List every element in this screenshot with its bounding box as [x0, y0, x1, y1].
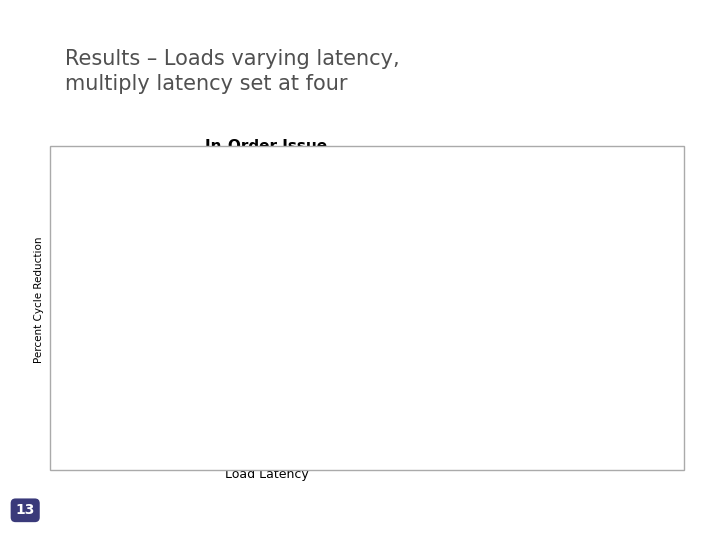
Conv45	[415, 401, 424, 407]
Y-axis label: Percent Cycle Reduction: Percent Cycle Reduction	[34, 237, 43, 363]
Mac	[415, 248, 424, 255]
Dot Product	[103, 397, 112, 403]
Matrix	[415, 188, 424, 194]
Dot Product	[148, 296, 156, 303]
N Real Upates	[148, 305, 156, 311]
Mac	[148, 316, 156, 323]
X-axis label: Load Latency: Load Latency	[225, 468, 308, 481]
Line: Mac: Mac	[81, 248, 423, 403]
Fir	[81, 397, 89, 403]
Title: In-Order Issue: In-Order Issue	[205, 139, 328, 154]
N Real Upates	[103, 285, 112, 291]
Mac	[237, 276, 246, 283]
Mac	[81, 397, 89, 403]
N Real Upates	[237, 313, 246, 319]
Fir	[237, 308, 246, 315]
Conv45	[81, 397, 89, 403]
N Real Upates	[415, 316, 424, 323]
Matrix	[103, 397, 112, 403]
Fir	[148, 417, 156, 423]
Fir	[415, 196, 424, 202]
Fir	[103, 401, 112, 407]
Dot Product	[237, 228, 246, 235]
Dot Product	[81, 397, 89, 403]
Line: Dot Product: Dot Product	[81, 216, 423, 403]
Legend: Dot Product, Matrix, Fir, N Real Upates, Conv45, Mac, Fir2Dim: Dot Product, Matrix, Fir, N Real Upates,…	[469, 154, 590, 274]
Mac	[103, 377, 112, 383]
Conv45	[148, 401, 156, 407]
Fir2Dim	[237, 316, 246, 323]
Conv45	[103, 401, 112, 407]
N Real Upates	[81, 300, 89, 307]
Text: Results – Loads varying latency,
multiply latency set at four: Results – Loads varying latency, multipl…	[65, 49, 400, 94]
Line: Fir2Dim: Fir2Dim	[80, 315, 425, 405]
Matrix	[81, 397, 89, 403]
Fir2Dim	[415, 316, 424, 323]
Line: Fir: Fir	[81, 196, 423, 423]
Text: 13: 13	[16, 503, 35, 517]
Matrix	[148, 256, 156, 263]
Line: Matrix: Matrix	[81, 184, 423, 403]
Fir2Dim	[148, 349, 156, 355]
Matrix	[237, 184, 246, 191]
Dot Product	[415, 216, 424, 222]
Conv45	[237, 401, 246, 407]
Fir2Dim	[103, 397, 112, 403]
Line: N Real Upates: N Real Upates	[81, 284, 424, 324]
Line: Conv45: Conv45	[80, 395, 425, 409]
Fir2Dim	[81, 397, 89, 403]
